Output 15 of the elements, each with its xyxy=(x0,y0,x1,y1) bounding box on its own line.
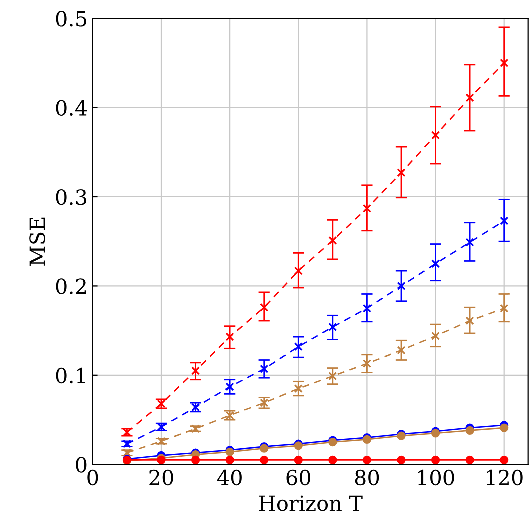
y-tick-label: 0.4 xyxy=(56,100,88,116)
x-tick-label: 80 xyxy=(355,470,380,486)
y-tick-label: 0.5 xyxy=(56,11,86,27)
x-tick-label: 40 xyxy=(217,470,242,486)
x-tick-label: 60 xyxy=(286,470,311,486)
y-axis-title: MSE xyxy=(30,218,46,266)
x-tick-label: 0 xyxy=(88,470,98,486)
y-tick-label: 0.3 xyxy=(56,189,87,206)
y-tick-label: 0.2 xyxy=(56,278,86,294)
x-tick-label: 100 xyxy=(418,470,454,486)
x-axis-title: Horizon T xyxy=(259,496,363,512)
y-tick-label: 0.1 xyxy=(56,368,86,384)
y-tick-label: 0 xyxy=(76,457,87,473)
x-tick-label: 120 xyxy=(487,470,523,486)
x-tick-label: 20 xyxy=(150,470,174,486)
